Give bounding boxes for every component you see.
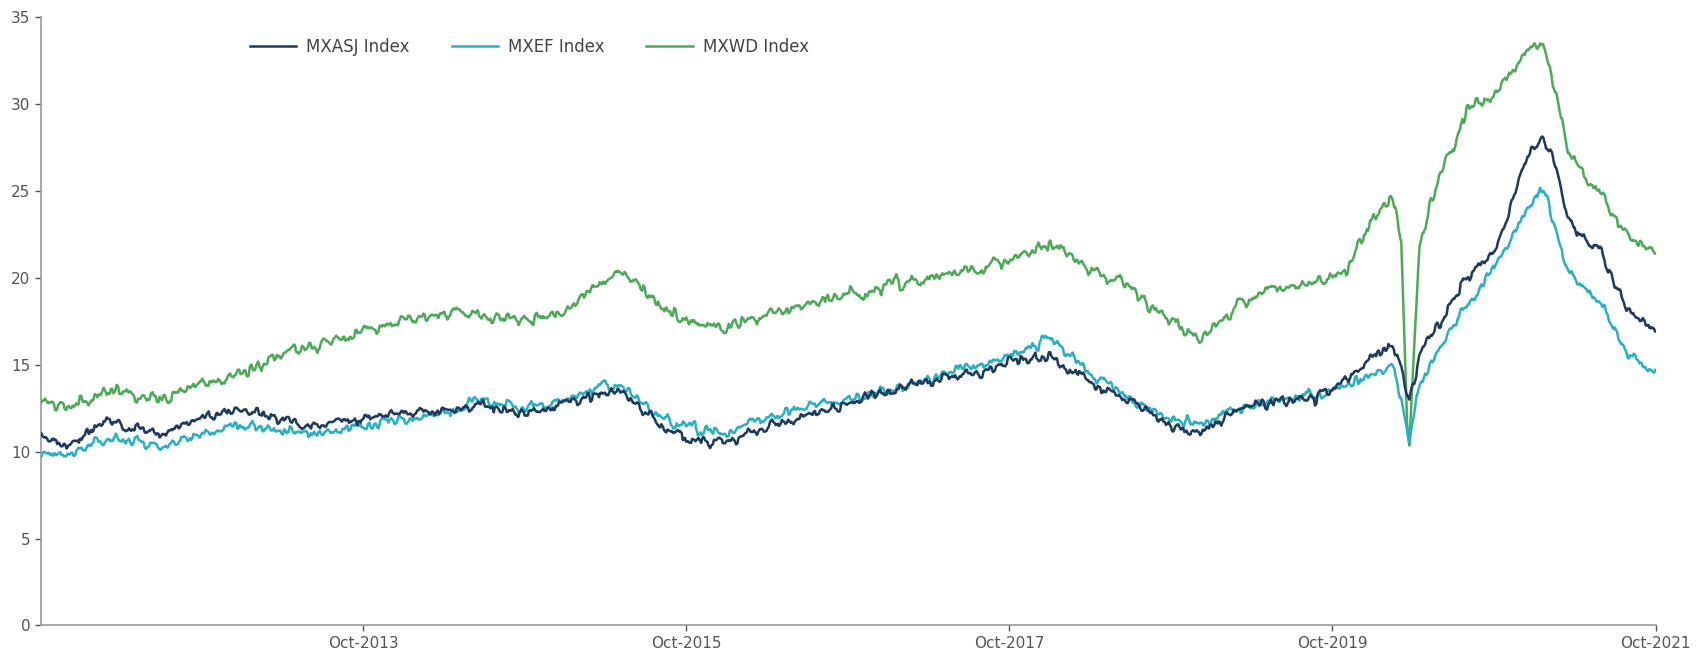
Line: MXASJ Index: MXASJ Index [41,136,1656,448]
Legend: MXASJ Index, MXEF Index, MXWD Index: MXASJ Index, MXEF Index, MXWD Index [243,32,815,63]
Line: MXEF Index: MXEF Index [41,188,1656,457]
Line: MXWD Index: MXWD Index [41,43,1656,446]
